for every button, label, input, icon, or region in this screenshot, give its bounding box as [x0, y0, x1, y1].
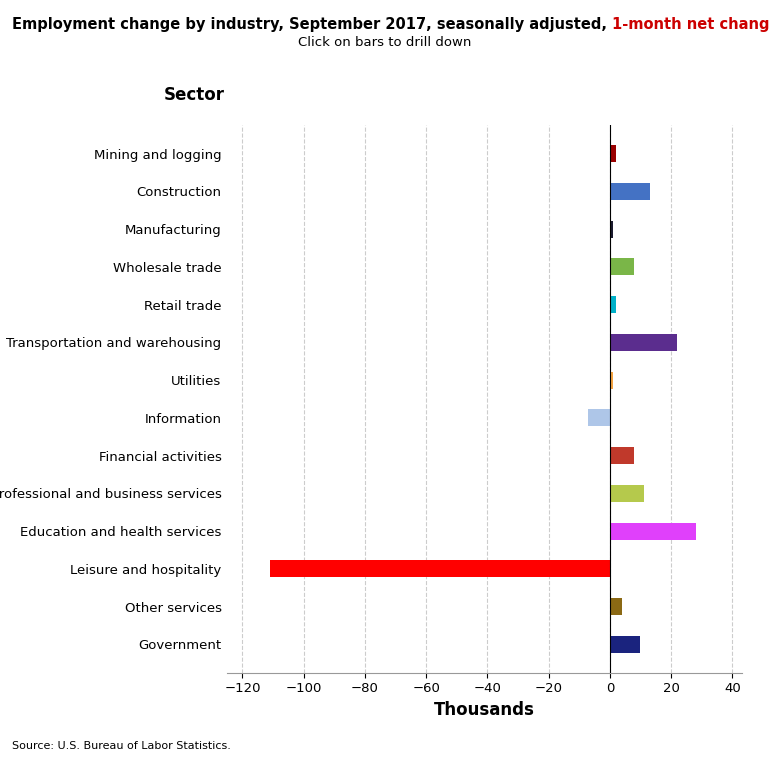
X-axis label: Thousands: Thousands — [434, 701, 535, 719]
Bar — [610, 258, 634, 275]
Bar — [610, 296, 616, 313]
Bar — [270, 560, 610, 578]
Bar — [610, 598, 622, 615]
Text: Sector: Sector — [163, 86, 225, 103]
Text: Click on bars to drill down: Click on bars to drill down — [298, 36, 472, 49]
Text: 1-month net change: 1-month net change — [611, 17, 770, 32]
Bar — [588, 410, 610, 426]
Bar — [610, 183, 650, 200]
Bar — [610, 523, 695, 540]
Text: Employment change by industry, September 2017, seasonally adjusted,: Employment change by industry, September… — [12, 17, 611, 32]
Bar — [610, 145, 616, 162]
Bar — [610, 372, 613, 388]
Bar — [610, 334, 678, 351]
Bar — [610, 220, 613, 238]
Bar — [610, 447, 634, 464]
Bar — [610, 636, 641, 653]
Text: Source: U.S. Bureau of Labor Statistics.: Source: U.S. Bureau of Labor Statistics. — [12, 741, 230, 751]
Bar — [610, 485, 644, 502]
